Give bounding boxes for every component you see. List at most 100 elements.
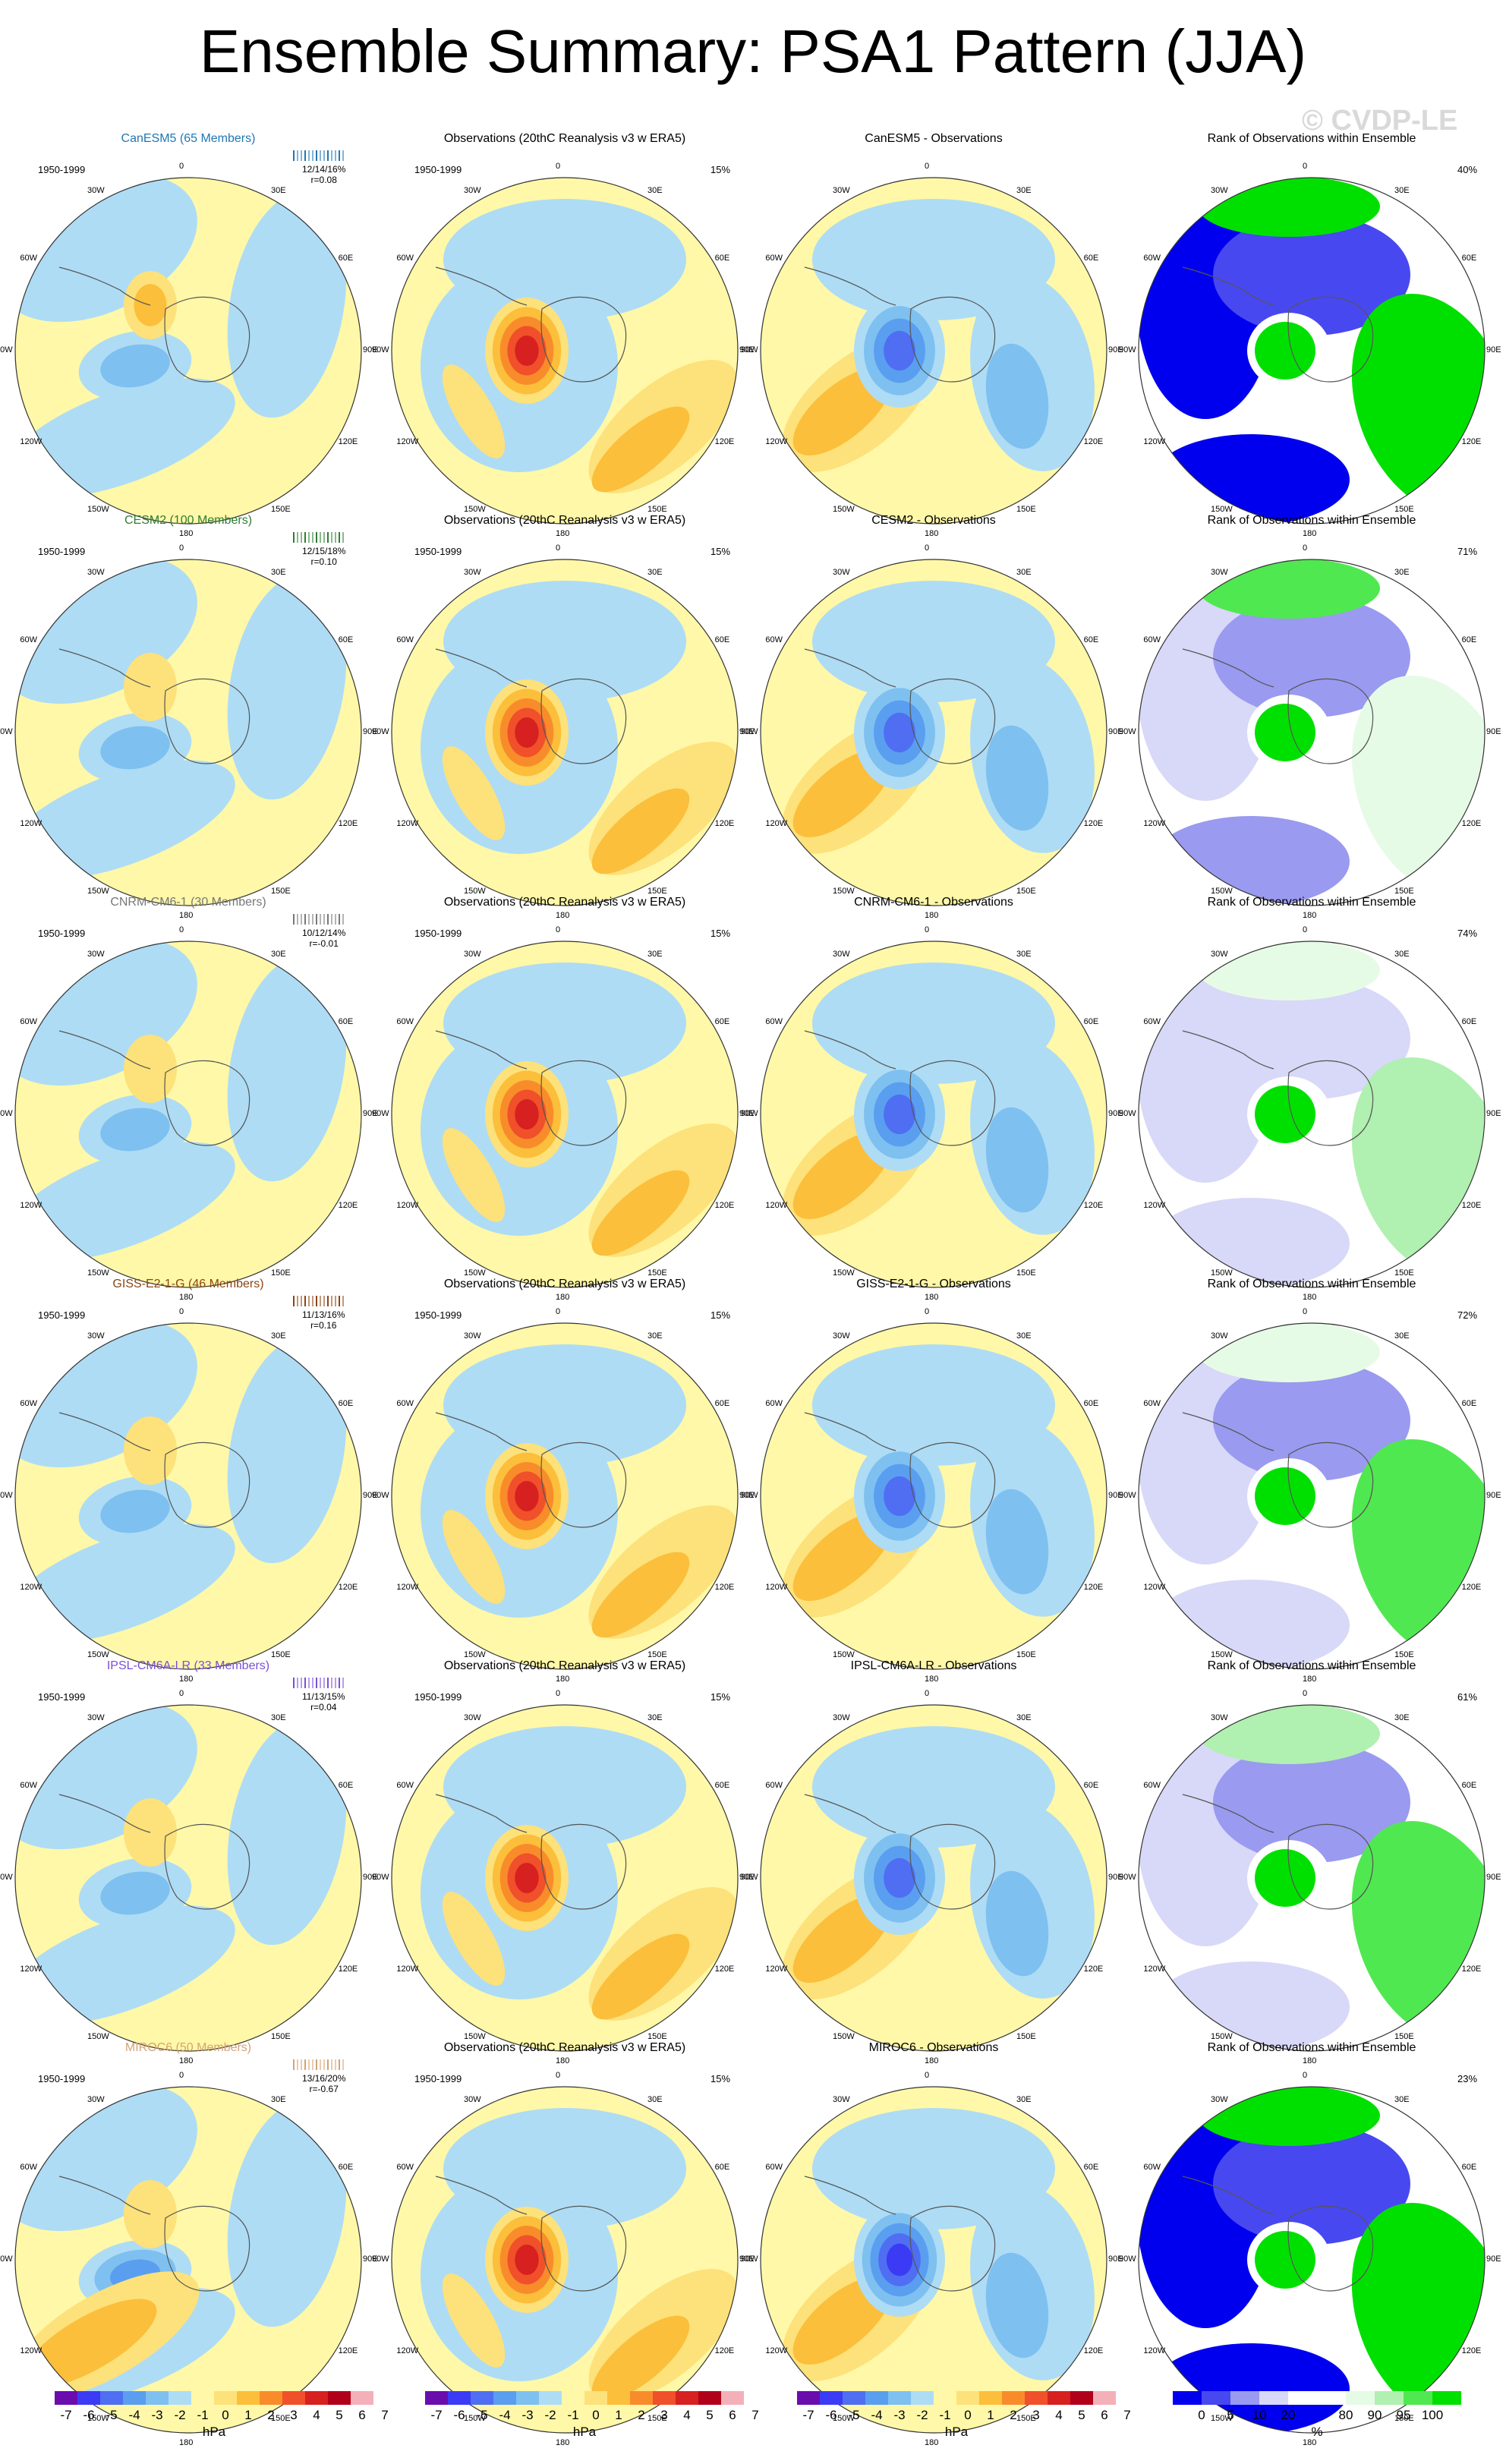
longitude-label: 150E	[271, 1268, 291, 1278]
panel-giss-e2-1-g-rank: Rank of Observations within Ensemble 72% 0…	[1119, 1259, 1501, 1684]
longitude-label: 90W	[741, 2254, 758, 2264]
colorbar-tick-label: 95	[1396, 2408, 1411, 2422]
panel-title: Observations (20thC Reanalysis v3 w ERA5…	[443, 896, 686, 909]
colorbar-tick-label: 7	[751, 2408, 759, 2422]
south-america-outline	[58, 1412, 151, 1451]
panel-miroc6-rank: Rank of Observations within Ensemble 23% 0…	[1119, 2023, 1501, 2447]
south-america-outline	[1182, 1030, 1274, 1070]
map-boundary	[1138, 1704, 1486, 2052]
colorbar-tick-label: -5	[848, 2408, 860, 2422]
longitude-label: 60E	[1083, 2163, 1099, 2172]
colorbar-tick-label: -7	[802, 2408, 814, 2422]
longitude-label: 120E	[1083, 437, 1104, 446]
longitude-label: 150E	[647, 2413, 667, 2423]
colorbar-tick-label: -2	[916, 2408, 928, 2422]
member-variance-strip	[293, 2058, 349, 2072]
longitude-label: 90W	[0, 1491, 13, 1500]
longitude-label: 120E	[1083, 1965, 1104, 1974]
longitude-label: 90E	[1486, 2254, 1501, 2264]
longitude-label: 90W	[1119, 1109, 1136, 1118]
colorbar-swatch	[676, 2391, 698, 2405]
longitude-label: 60W	[1143, 254, 1161, 263]
colorbar-swatch	[191, 2391, 214, 2405]
panel-cnrm-cm6-1-diff: CNRM-CM6-1 - Observations 0 30E 60E 90E 120E 1…	[741, 878, 1123, 1302]
map-boundary	[14, 177, 362, 525]
colorbar-tick-label: 4	[683, 2408, 691, 2422]
negative-anomaly-center-level-3	[884, 1476, 915, 1517]
longitude-label: 60W	[20, 1399, 38, 1408]
longitude-label: 30W	[833, 950, 850, 959]
obs-variance-pct: 15%	[710, 164, 731, 175]
colorbar-swatch	[425, 2391, 448, 2405]
longitude-label: 150W	[464, 2031, 486, 2041]
longitude-label: 180	[556, 529, 570, 538]
positive-anomaly-band	[442, 746, 506, 840]
colorbar-unit: hPa	[944, 2425, 969, 2439]
longitude-label: 120W	[1143, 1583, 1166, 1592]
longitude-label: 30W	[464, 568, 481, 578]
colorbar-swatch	[100, 2391, 123, 2405]
longitude-label: 90E	[1486, 1109, 1501, 1118]
longitude-label: 0	[556, 544, 561, 553]
polar-map	[391, 1322, 739, 1670]
colorbar-swatch	[1259, 2391, 1288, 2405]
member-variance-strip	[293, 912, 349, 926]
rank-pct: 72%	[1457, 1309, 1478, 1321]
longitude-label: 90E	[363, 345, 378, 354]
colorbar-tick-label: 1	[244, 2408, 252, 2422]
rank-region	[1255, 1085, 1315, 1143]
negative-anomaly-region	[15, 378, 235, 498]
longitude-label: 120W	[396, 819, 419, 828]
longitude-label: 150W	[464, 886, 486, 896]
longitude-label: 150W	[87, 1649, 109, 1659]
south-america-outline	[804, 266, 896, 306]
longitude-label: 180	[556, 911, 570, 920]
longitude-label: 60E	[714, 2163, 730, 2172]
longitude-label: 90E	[363, 2254, 378, 2264]
rank-region	[1198, 1323, 1380, 1382]
panel-canesm5-obs: Observations (20thC Reanalysis v3 w ERA5…	[372, 114, 755, 538]
antarctica-outline	[164, 1442, 250, 1528]
colorbar-tick-label: -7	[430, 2408, 443, 2422]
negative-anomaly-region	[227, 574, 347, 800]
polar-map	[391, 559, 739, 906]
longitude-label: 180	[1303, 1293, 1317, 1302]
antarctica-outline	[540, 1060, 627, 1146]
rank-pct: 40%	[1457, 164, 1478, 175]
colorbar-swatch	[888, 2391, 911, 2405]
colorbar-tick-label: 3	[660, 2408, 668, 2422]
map-boundary	[14, 559, 362, 906]
longitude-label: 30E	[1394, 568, 1410, 578]
polar-map	[14, 559, 362, 906]
rank-region	[1198, 1705, 1380, 1764]
longitude-label: 180	[556, 2438, 570, 2447]
panel-title: Rank of Observations within Ensemble	[1207, 1278, 1416, 1290]
map-boundary	[14, 941, 362, 1288]
colorbar-swatch	[169, 2391, 191, 2405]
polar-map	[760, 941, 1107, 1288]
longitude-label: 150W	[833, 1649, 855, 1659]
longitude-label: 150E	[1394, 1268, 1414, 1278]
panel-cesm2-ens: CESM2 (100 Members) 1950-1999 12/15/18% r=0…	[0, 496, 378, 920]
antarctica-outline	[909, 1442, 996, 1528]
watermark: © CVDP-LE	[1302, 105, 1458, 137]
colorbar-swatch	[1317, 2391, 1346, 2405]
polar-map	[1138, 177, 1486, 525]
longitude-label: 180	[925, 2438, 939, 2447]
negative-anomaly-region	[985, 1107, 1049, 1213]
longitude-label: 120W	[1143, 437, 1166, 446]
colorbar-swatch	[607, 2391, 630, 2405]
longitude-label: 150W	[1211, 2413, 1233, 2423]
longitude-label: 120E	[1461, 1583, 1482, 1592]
longitude-label: 30E	[647, 186, 663, 196]
panel-ipsl-cm6a-lr-ens: IPSL-CM6A-LR (33 Members) 1950-1999 11/13/…	[0, 1641, 378, 2065]
south-america-outline	[435, 266, 528, 306]
longitude-label: 90W	[0, 2254, 13, 2264]
antarctica-outline	[540, 296, 627, 383]
longitude-label: 120E	[1083, 1201, 1104, 1210]
longitude-label: 150W	[833, 504, 855, 514]
colorbar-tick-label: -7	[60, 2408, 72, 2422]
colorbar-swatches	[55, 2391, 373, 2405]
longitude-label: 90W	[741, 1491, 758, 1500]
